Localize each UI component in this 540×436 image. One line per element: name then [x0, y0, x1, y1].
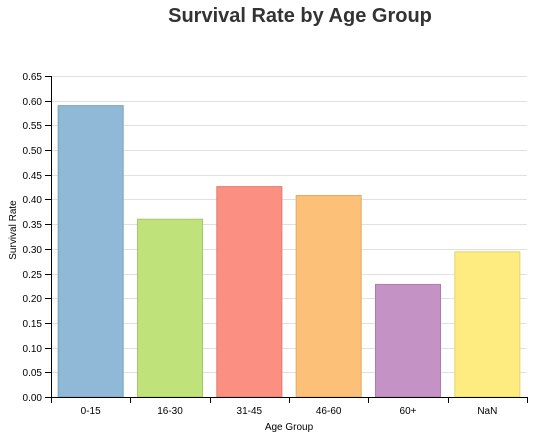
y-tick-label: 0.65 [23, 72, 43, 83]
y-tick-label: 0.50 [23, 146, 43, 157]
x-tick-label: 0-15 [81, 406, 101, 417]
y-tick-label: 0.35 [23, 220, 43, 231]
y-tick-label: 0.60 [23, 97, 43, 108]
y-tick-label: 0.10 [23, 344, 43, 355]
x-tick-label: 31-45 [237, 406, 263, 417]
y-tick-label: 0.45 [23, 171, 43, 182]
y-tick-label: 0.40 [23, 195, 43, 206]
bar-46-60 [296, 196, 361, 397]
x-axis-label: Age Group [265, 422, 314, 433]
x-tick-label: NaN [477, 406, 497, 417]
bar-31-45 [217, 187, 282, 397]
y-axis: 0.00 0.05 0.10 0.15 0.20 0.25 0.30 0.35 0.40 0.45… [23, 72, 52, 404]
y-tick-label: 0.55 [23, 121, 43, 132]
bar-60+ [375, 284, 440, 397]
x-axis: 0-15 16-30 31-45 46-60 60+ NaN [51, 397, 528, 417]
bars [58, 106, 520, 397]
y-tick-label: 0.15 [23, 319, 43, 330]
y-tick-label: 0.05 [23, 368, 43, 379]
bar-NaN [455, 252, 520, 397]
bar-16-30 [137, 219, 202, 397]
y-axis-label: Survival Rate [8, 200, 19, 260]
y-tick-label: 0.20 [23, 294, 43, 305]
x-tick-label: 60+ [400, 406, 417, 417]
y-tick-label: 0.30 [23, 245, 43, 256]
bar-0-15 [58, 106, 123, 397]
x-tick-label: 46-60 [316, 406, 342, 417]
y-tick-label: 0.25 [23, 270, 43, 281]
x-tick-label: 16-30 [157, 406, 183, 417]
y-tick-label: 0.00 [23, 393, 43, 404]
